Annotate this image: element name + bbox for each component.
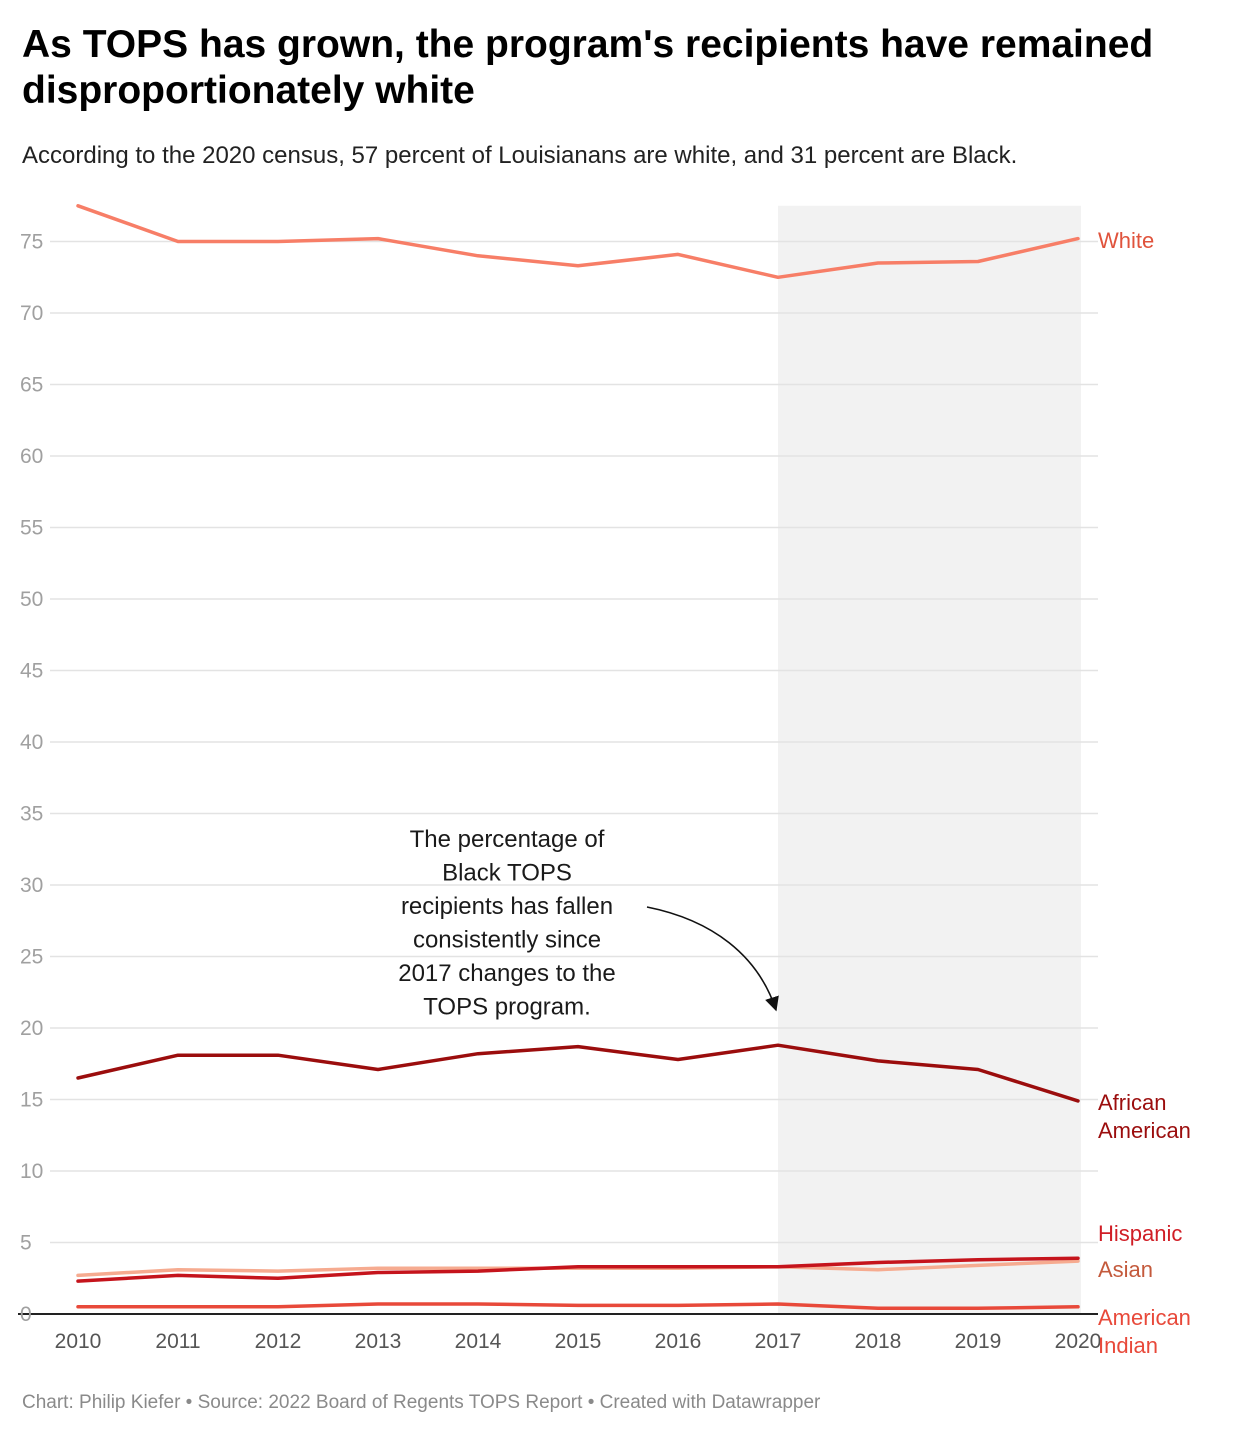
y-tick-label: 5	[20, 1232, 32, 1255]
series-line-american-indian	[76, 1302, 1080, 1311]
series-label-african-american: African American	[1098, 1090, 1191, 1143]
y-tick-label: 65	[20, 374, 43, 397]
x-tick-label: 2015	[555, 1330, 602, 1353]
y-tick-label: 20	[20, 1017, 43, 1040]
x-tick-label: 2010	[55, 1330, 102, 1353]
y-tick-label: 70	[20, 302, 43, 325]
line-chart: 0 5 10 15 20 25 30 35 40 45 50 55 60 65 70 75 2010 2011 2…	[18, 204, 1191, 1358]
series-line-white	[76, 204, 1080, 280]
y-tick-label: 75	[20, 231, 43, 254]
y-tick-label: 55	[20, 517, 43, 540]
series-line-african-american	[76, 1043, 1080, 1103]
chart-title: As TOPS has grown, the program's recipie…	[22, 23, 1154, 112]
y-tick-label: 45	[20, 660, 43, 683]
x-tick-label: 2014	[455, 1330, 502, 1353]
series-label-white: White	[1098, 228, 1154, 253]
x-tick-label: 2017	[755, 1330, 802, 1353]
y-tick-label: 50	[20, 588, 43, 611]
x-tick-label: 2013	[355, 1330, 402, 1353]
x-tick-label: 2020	[1055, 1330, 1102, 1353]
x-tick-label: 2019	[955, 1330, 1002, 1353]
x-tick-label: 2018	[855, 1330, 902, 1353]
annotation-arrow	[646, 906, 779, 1012]
y-tick-label: 35	[20, 803, 43, 826]
x-tick-label: 2016	[655, 1330, 702, 1353]
chart-subtitle: According to the 2020 census, 57 percent…	[22, 142, 1018, 169]
series-label-american-indian: American Indian	[1098, 1305, 1191, 1358]
chart-footer: Chart: Philip Kiefer • Source: 2022 Boar…	[22, 1392, 821, 1413]
x-tick-label: 2011	[155, 1330, 200, 1353]
series-label-asian: Asian	[1098, 1257, 1153, 1282]
y-tick-label: 15	[20, 1089, 43, 1112]
y-tick-label: 0	[20, 1303, 32, 1326]
y-tick-label: 10	[20, 1160, 43, 1183]
series-line-hispanic	[76, 1256, 1080, 1283]
x-tick-label: 2012	[255, 1330, 302, 1353]
y-tick-label: 25	[20, 946, 43, 969]
highlight-band-2017-2020	[778, 205, 1081, 1314]
y-tick-label: 30	[20, 874, 43, 897]
annotation-text: The percentage of Black TOPS recipients ha…	[398, 826, 616, 1021]
y-tick-label: 60	[20, 445, 43, 468]
series-label-hispanic: Hispanic	[1098, 1221, 1182, 1246]
y-tick-label: 40	[20, 731, 43, 754]
